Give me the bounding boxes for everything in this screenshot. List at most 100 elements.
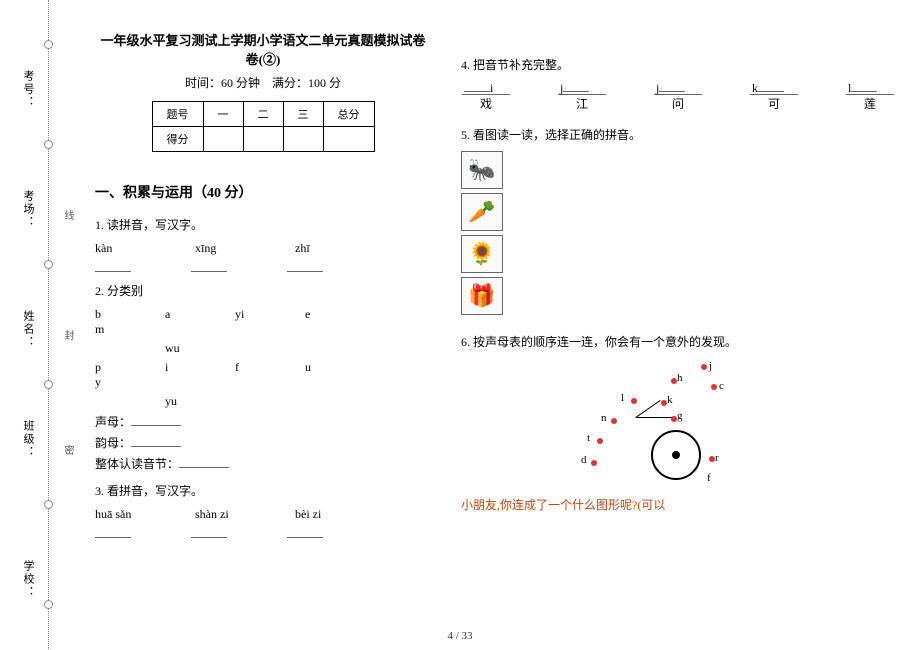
write-blank[interactable] bbox=[191, 526, 227, 538]
letter bbox=[95, 341, 165, 356]
left-column: 一年级水平复习测试上学期小学语文二单元真题模拟试卷卷(②) 时间：60 分钟 满… bbox=[95, 30, 431, 610]
sunflower-icon: 🌻 bbox=[468, 241, 495, 267]
pinyin: xīng bbox=[195, 241, 235, 256]
cut-label: 线 bbox=[60, 210, 75, 220]
cut-label: 密 bbox=[60, 445, 75, 455]
q4-top: j bbox=[558, 81, 606, 95]
binding-strip: 考号： 考场： 姓名： 班级： 学校： 线 封 密 bbox=[0, 0, 70, 650]
blank-row bbox=[95, 260, 431, 272]
zhengti-label: 整体认读音节： bbox=[95, 455, 431, 472]
q4-char: 江 bbox=[576, 95, 588, 112]
th: 题号 bbox=[152, 102, 203, 127]
write-blank[interactable] bbox=[851, 81, 877, 92]
diagram-label: k bbox=[667, 394, 673, 406]
binding-label: 考场： bbox=[20, 190, 36, 229]
pinyin: huā sǎn bbox=[95, 507, 135, 522]
question-label: 6. 按声母表的顺序连一连，你会有一个意外的发现。 bbox=[461, 333, 895, 350]
binding-circle bbox=[44, 140, 53, 149]
q4-letter: i bbox=[490, 81, 493, 95]
write-blank[interactable] bbox=[95, 526, 131, 538]
letter: b bbox=[95, 307, 165, 322]
diagram-label: f bbox=[707, 472, 711, 484]
th: 一 bbox=[203, 102, 243, 127]
binding-circle bbox=[44, 260, 53, 269]
td bbox=[203, 127, 243, 152]
q4-cell: j 江 bbox=[557, 81, 607, 112]
diagram-label: d bbox=[581, 454, 587, 466]
question-label: 5. 看图读一读，选择正确的拼音。 bbox=[461, 126, 895, 143]
letter: a bbox=[165, 307, 235, 322]
letter-row: p i f u y bbox=[95, 360, 431, 390]
write-blank[interactable] bbox=[287, 526, 323, 538]
picture-box: 🌻 bbox=[461, 235, 503, 273]
diagram-label: t bbox=[587, 432, 590, 444]
binding-label: 姓名： bbox=[20, 310, 36, 349]
letter: p bbox=[95, 360, 165, 375]
binding-circle bbox=[44, 40, 53, 49]
label-text: 整体认读音节： bbox=[95, 457, 179, 471]
binding-label: 班级： bbox=[20, 420, 36, 459]
letter: m bbox=[95, 322, 165, 337]
th: 总分 bbox=[323, 102, 374, 127]
q4-cell: i 戏 bbox=[461, 81, 511, 112]
shengmu-label: 声母： bbox=[95, 413, 431, 430]
write-blank[interactable] bbox=[464, 81, 490, 92]
q4-char: 戏 bbox=[480, 95, 492, 112]
content-columns: 一年级水平复习测试上学期小学语文二单元真题模拟试卷卷(②) 时间：60 分钟 满… bbox=[95, 30, 895, 610]
diagram-center-dot bbox=[672, 451, 680, 459]
write-blank[interactable] bbox=[563, 81, 589, 92]
letter-row: wu bbox=[95, 341, 431, 356]
td: 得分 bbox=[152, 127, 203, 152]
blank-row bbox=[95, 526, 431, 538]
diagram-label: n bbox=[601, 412, 607, 424]
page-number: 4 / 33 bbox=[0, 630, 920, 642]
binding-label: 学校： bbox=[20, 560, 36, 599]
score-table: 题号 一 二 三 总分 得分 bbox=[152, 101, 375, 152]
letter: y bbox=[95, 375, 165, 390]
question-label: 1. 读拼音，写汉字。 bbox=[95, 216, 431, 233]
table-row: 得分 bbox=[152, 127, 374, 152]
th: 二 bbox=[243, 102, 283, 127]
carrot-icon: 🥕 bbox=[468, 199, 495, 225]
write-blank[interactable] bbox=[131, 414, 181, 426]
pinyin: kàn bbox=[95, 241, 135, 256]
right-column: 4. 把音节补充完整。 i 戏 j 江 j 问 k 可 l 莲 5. bbox=[461, 30, 895, 610]
write-blank[interactable] bbox=[179, 456, 229, 468]
letter-row: b a yi e m bbox=[95, 307, 431, 337]
q4-top: k bbox=[750, 81, 798, 95]
write-blank[interactable] bbox=[95, 260, 131, 272]
pinyin-row: kàn xīng zhī bbox=[95, 241, 431, 256]
picture-box: 🎁 bbox=[461, 277, 503, 315]
letter: e bbox=[305, 307, 375, 322]
diagram-label: j bbox=[709, 360, 712, 372]
write-blank[interactable] bbox=[287, 260, 323, 272]
diagram-label: r bbox=[715, 452, 719, 464]
q4-char: 问 bbox=[672, 95, 684, 112]
q4-cell: j 问 bbox=[653, 81, 703, 112]
diagram-label: g bbox=[677, 410, 683, 422]
binding-label: 考号： bbox=[20, 70, 36, 109]
letter: u bbox=[305, 360, 375, 375]
cut-label: 封 bbox=[60, 330, 75, 340]
diagram-dot bbox=[597, 438, 603, 444]
diagram-dot bbox=[631, 398, 637, 404]
label-text: 韵母： bbox=[95, 436, 131, 450]
write-blank[interactable] bbox=[191, 260, 227, 272]
q4-top: l bbox=[846, 81, 894, 95]
letter: i bbox=[165, 360, 235, 375]
picture-box: 🥕 bbox=[461, 193, 503, 231]
letter: wu bbox=[165, 341, 235, 356]
pinyin-row: huā sǎn shàn zi bèi zi bbox=[95, 507, 431, 522]
q4-top: j bbox=[654, 81, 702, 95]
write-blank[interactable] bbox=[758, 81, 784, 92]
exam-subtitle: 时间：60 分钟 满分：100 分 bbox=[95, 74, 431, 91]
letter: yu bbox=[165, 394, 235, 409]
letter: yi bbox=[235, 307, 305, 322]
pinyin: zhī bbox=[295, 241, 335, 256]
write-blank[interactable] bbox=[659, 81, 685, 92]
write-blank[interactable] bbox=[131, 435, 181, 447]
section-heading: 一、积累与运用（40 分） bbox=[95, 182, 431, 202]
letter bbox=[95, 394, 165, 409]
yunmu-label: 韵母： bbox=[95, 434, 431, 451]
pinyin: bèi zi bbox=[295, 507, 335, 522]
